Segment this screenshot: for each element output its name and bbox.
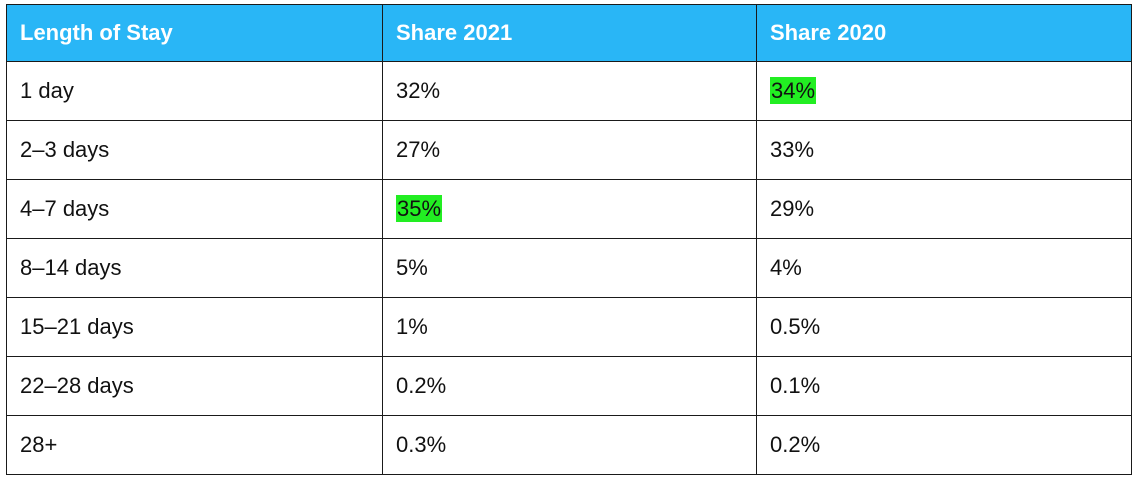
cell-stay: 15–21 days <box>6 297 383 357</box>
cell-share-2021: 1% <box>382 297 757 357</box>
header-share-2021: Share 2021 <box>382 4 757 62</box>
cell-share-2021: 0.3% <box>382 415 757 475</box>
cell-share-2021: 27% <box>382 120 757 180</box>
cell-share-2021: 5% <box>382 238 757 298</box>
length-of-stay-table-container: Length of Stay Share 2021 Share 2020 1 d… <box>6 4 1132 475</box>
cell-value: 15–21 days <box>20 314 134 339</box>
cell-share-2021: 35% <box>382 179 757 239</box>
cell-stay: 2–3 days <box>6 120 383 180</box>
cell-value: 4% <box>770 255 802 280</box>
cell-share-2020: 29% <box>756 179 1132 239</box>
cell-value: 0.5% <box>770 314 821 339</box>
cell-value: 32% <box>396 78 441 103</box>
cell-value: 4–7 days <box>20 196 110 221</box>
table-row: 15–21 days 1% 0.5% <box>6 297 1132 357</box>
table-row: 4–7 days 35% 29% <box>6 179 1132 239</box>
table-header-row: Length of Stay Share 2021 Share 2020 <box>6 4 1132 62</box>
highlighted-cell-value: 35% <box>396 195 443 222</box>
cell-value: 2–3 days <box>20 137 110 162</box>
cell-value: 1% <box>396 314 428 339</box>
cell-value: 0.2% <box>770 432 821 457</box>
cell-value: 29% <box>770 196 815 221</box>
cell-value: 27% <box>396 137 441 162</box>
header-share-2020: Share 2020 <box>756 4 1132 62</box>
cell-value: 22–28 days <box>20 373 134 398</box>
cell-value: 28+ <box>20 432 58 457</box>
cell-share-2020: 0.5% <box>756 297 1132 357</box>
cell-share-2021: 0.2% <box>382 356 757 416</box>
cell-share-2021: 32% <box>382 61 757 121</box>
cell-share-2020: 33% <box>756 120 1132 180</box>
cell-value: 0.1% <box>770 373 821 398</box>
cell-value: 1 day <box>20 78 74 103</box>
cell-value: 0.3% <box>396 432 447 457</box>
cell-stay: 1 day <box>6 61 383 121</box>
cell-value: 33% <box>770 137 815 162</box>
header-length-of-stay: Length of Stay <box>6 4 383 62</box>
table-row: 2–3 days 27% 33% <box>6 120 1132 180</box>
cell-stay: 4–7 days <box>6 179 383 239</box>
cell-share-2020: 0.1% <box>756 356 1132 416</box>
cell-value: 8–14 days <box>20 255 122 280</box>
cell-value: 0.2% <box>396 373 447 398</box>
table-row: 1 day 32% 34% <box>6 61 1132 121</box>
cell-share-2020: 4% <box>756 238 1132 298</box>
cell-stay: 28+ <box>6 415 383 475</box>
cell-share-2020: 34% <box>756 61 1132 121</box>
cell-stay: 22–28 days <box>6 356 383 416</box>
cell-stay: 8–14 days <box>6 238 383 298</box>
cell-share-2020: 0.2% <box>756 415 1132 475</box>
table-row: 28+ 0.3% 0.2% <box>6 415 1132 475</box>
table-row: 22–28 days 0.2% 0.1% <box>6 356 1132 416</box>
cell-value: 5% <box>396 255 428 280</box>
table-row: 8–14 days 5% 4% <box>6 238 1132 298</box>
highlighted-cell-value: 34% <box>770 77 817 104</box>
length-of-stay-table: Length of Stay Share 2021 Share 2020 1 d… <box>6 4 1132 475</box>
